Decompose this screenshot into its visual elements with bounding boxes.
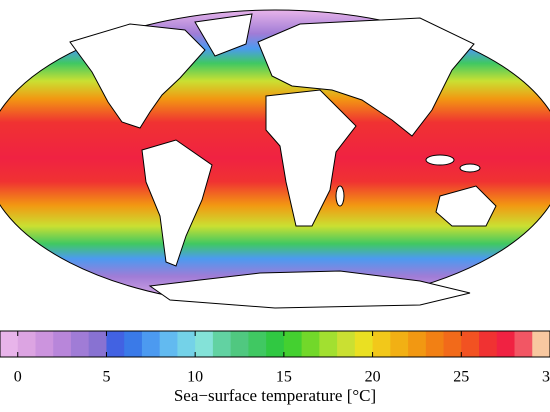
islands: [425, 154, 455, 166]
colorbar-swatch: [461, 331, 480, 357]
colorbar-swatch: [88, 331, 107, 357]
colorbar-swatch: [212, 331, 232, 357]
australia: [435, 185, 497, 227]
colorbar-frame: [0, 330, 550, 358]
tick-label: 5: [102, 369, 110, 386]
colorbar-swatch: [479, 331, 498, 357]
colorbar-swatch: [266, 331, 285, 357]
tick-label: 30: [542, 369, 550, 386]
eurasia: [257, 17, 475, 137]
tick-label: 10: [187, 369, 203, 386]
colorbar-swatch: [319, 331, 338, 357]
colorbar-swatch: [53, 331, 72, 357]
islands: [459, 163, 481, 173]
colorbar-swatch: [195, 331, 214, 357]
colorbar: 0 5 10 15 20 25 30: [0, 330, 550, 386]
colorbar-swatch: [425, 331, 445, 357]
tick-label: 20: [365, 369, 381, 386]
colorbar-swatch: [514, 331, 533, 357]
colorbar-swatch: [248, 331, 267, 357]
colorbar-swatch: [70, 331, 90, 357]
colorbar-swatch: [141, 331, 161, 357]
colorbar-swatch: [443, 331, 462, 357]
colorbar-swatch: [390, 331, 409, 357]
madagascar: [335, 185, 345, 207]
colorbar-swatch: [532, 331, 550, 357]
colorbar-swatch: [301, 331, 320, 357]
colorbar-swatch: [496, 331, 516, 357]
colorbar-swatch: [408, 331, 427, 357]
north-america: [69, 23, 206, 129]
colorbar-swatch: [337, 331, 356, 357]
colorbar-label: Sea−surface temperature [°C]: [174, 386, 376, 405]
colorbar-swatch: [230, 331, 249, 357]
colorbar-swatch: [124, 331, 143, 357]
colorbar-swatch: [106, 331, 125, 357]
map: [0, 9, 550, 309]
tick-label: 25: [453, 369, 469, 386]
colorbar-swatch: [354, 331, 374, 357]
tick-label: 15: [276, 369, 292, 386]
colorbar-swatch: [35, 331, 54, 357]
greenland: [194, 13, 253, 57]
africa: [265, 89, 357, 227]
colorbar-swatch: [159, 331, 178, 357]
colorbar-swatch: [372, 331, 391, 357]
antarctica: [148, 270, 471, 309]
tick-label: 0: [14, 369, 22, 386]
colorbar-swatch: [0, 331, 19, 357]
south-america: [141, 139, 213, 267]
colorbar-swatch: [177, 331, 196, 357]
colorbar-swatch: [17, 331, 36, 357]
colorbar-swatch: [283, 331, 303, 357]
